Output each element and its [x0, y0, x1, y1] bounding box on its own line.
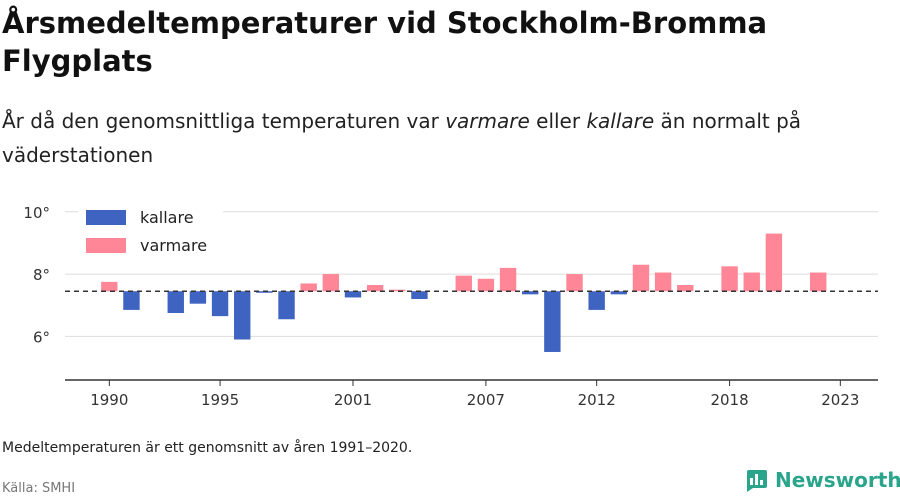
bar-2011	[566, 274, 583, 292]
bar-2019	[743, 272, 760, 292]
bar-2016	[677, 285, 694, 292]
subtitle-part: än normalt på väderstationen	[2, 109, 802, 167]
bar-1998	[278, 291, 295, 320]
bar-2013	[610, 291, 628, 295]
x-tick-label: 2023	[821, 391, 859, 409]
subtitle-part: År då den genomsnittliga temperaturen va…	[2, 109, 446, 133]
x-tick-label: 2012	[578, 391, 616, 409]
source-label: Källa: SMHI	[2, 481, 76, 496]
bar-1994	[189, 291, 207, 304]
bar-2010	[544, 291, 561, 352]
bars	[101, 233, 827, 352]
legend: kallare varmare	[78, 204, 223, 262]
bar-2020	[765, 233, 783, 292]
x-axis-ticks: 1990 1995 2001 2007 2012 2018 2023	[90, 380, 859, 409]
legend-label-cold: kallare	[140, 208, 194, 227]
bar-2015	[654, 272, 672, 292]
x-tick-label: 1990	[90, 391, 128, 409]
y-tick-label: 6°	[33, 328, 50, 346]
bar-2009	[522, 291, 539, 295]
bar-2002	[366, 285, 384, 292]
bar-2018	[721, 266, 738, 292]
brand-logo: Newsworthy	[745, 468, 900, 492]
subtitle-cold-word: kallare	[586, 109, 655, 133]
bar-1993	[167, 291, 184, 314]
subtitle-part: eller	[529, 109, 587, 133]
bar-2003	[389, 289, 406, 292]
x-tick-label: 1995	[201, 391, 239, 409]
bar-2008	[499, 267, 517, 292]
bar-1990	[101, 281, 118, 292]
bar-1991	[123, 291, 140, 310]
bar-2007	[477, 278, 495, 292]
bar-1996	[234, 291, 251, 340]
x-tick-label: 2001	[334, 391, 372, 409]
bar-1997	[256, 291, 273, 293]
x-tick-label: 2007	[467, 391, 505, 409]
bar-2006	[455, 275, 472, 292]
bar-2004	[411, 291, 428, 300]
bar-chart-logo-icon	[747, 470, 767, 492]
y-tick-label: 10°	[23, 204, 50, 222]
legend-label-warm: varmare	[140, 236, 207, 255]
legend-swatch-cold	[86, 210, 126, 225]
bar-2022	[809, 272, 827, 292]
gridlines: 6° 8° 10°	[23, 204, 878, 346]
legend-swatch-warm	[86, 238, 126, 253]
bar-1995	[211, 291, 229, 317]
y-tick-label: 8°	[33, 266, 50, 284]
bar-2014	[632, 264, 650, 292]
bar-2000	[322, 274, 340, 292]
subtitle-warm-word: varmare	[445, 109, 530, 133]
brand-name: Newsworthy	[775, 468, 900, 492]
x-tick-label: 2018	[710, 391, 748, 409]
bar-chart: 6° 8° 10° 1990 1995 2001 2007 2012 2018 2023 kal…	[23, 204, 878, 409]
chart-subtitle: År då den genomsnittliga temperaturen va…	[2, 104, 882, 172]
bar-2012	[588, 291, 605, 310]
chart-title: Årsmedeltemperaturer vid Stockholm-Bromm…	[2, 6, 768, 78]
footnote: Medeltemperaturen är ett genomsnitt av å…	[2, 440, 413, 456]
bar-1999	[300, 283, 317, 292]
bar-2001	[344, 291, 362, 298]
